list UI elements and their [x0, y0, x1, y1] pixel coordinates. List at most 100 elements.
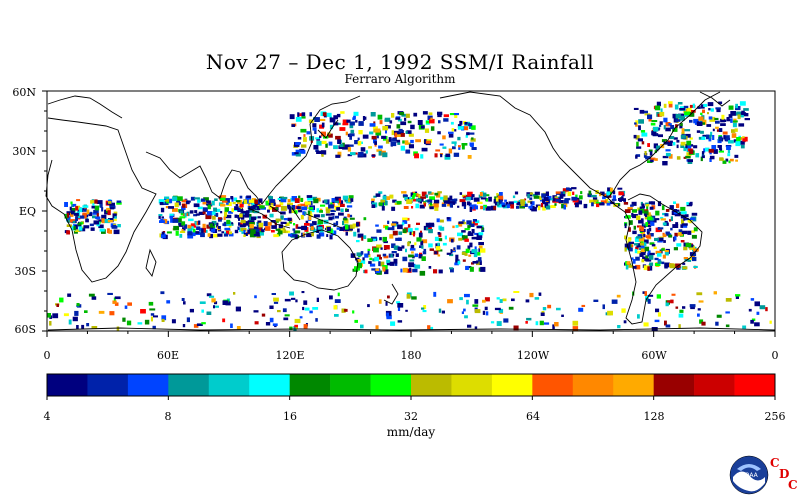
rain-pixel — [336, 207, 341, 211]
rain-pixel — [728, 114, 733, 118]
rain-pixel — [591, 202, 594, 207]
rain-pixel — [252, 226, 259, 230]
rain-pixel — [708, 108, 711, 111]
rain-pixel — [654, 158, 658, 161]
rain-pixel — [441, 310, 445, 314]
rain-pixel — [407, 224, 411, 228]
rain-pixel — [201, 228, 204, 234]
rain-pixel — [556, 307, 561, 311]
rain-pixel — [423, 203, 426, 207]
rain-pixel — [350, 129, 355, 134]
rain-pixel — [114, 302, 119, 306]
rain-pixel — [386, 312, 389, 318]
rain-pixel — [254, 228, 260, 232]
rain-pixel — [531, 201, 535, 206]
rain-pixel — [381, 206, 385, 211]
rain-pixel — [192, 228, 196, 233]
rain-pixel — [194, 197, 200, 200]
rain-pixel — [738, 123, 745, 127]
rain-pixel — [392, 254, 395, 257]
rain-pixel — [483, 206, 486, 211]
rain-pixel — [376, 229, 382, 233]
rain-pixel — [284, 218, 288, 221]
rain-pixel — [179, 216, 186, 219]
rain-pixel — [429, 196, 435, 200]
rain-pixel — [422, 111, 428, 115]
rain-pixel — [183, 224, 188, 229]
rain-pixel — [301, 116, 306, 119]
rain-pixel — [673, 236, 676, 242]
rain-pixel — [402, 217, 408, 221]
rain-pixel — [639, 226, 642, 231]
rain-pixel — [396, 200, 402, 205]
rain-pixel — [609, 187, 613, 192]
rain-pixel — [304, 223, 310, 226]
rain-pixel — [181, 229, 184, 232]
rain-pixel — [289, 234, 296, 237]
rain-pixel — [325, 199, 330, 205]
rain-pixel — [169, 198, 173, 204]
rain-pixel — [403, 206, 409, 209]
rain-pixel — [643, 153, 647, 158]
rain-pixel — [301, 144, 307, 148]
rain-pixel — [641, 218, 644, 223]
rain-pixel — [467, 201, 471, 206]
rain-pixel — [709, 158, 712, 162]
rain-pixel — [391, 243, 396, 248]
rain-pixel — [92, 203, 95, 206]
rain-pixel — [751, 318, 756, 322]
rain-pixel — [328, 216, 333, 221]
rain-pixel — [410, 192, 414, 197]
rain-pixel — [76, 199, 81, 202]
rain-pixel — [333, 115, 338, 120]
rain-pixel — [198, 211, 205, 215]
rain-pixel — [428, 266, 432, 269]
rain-pixel — [674, 104, 679, 110]
rain-pixel — [437, 232, 441, 235]
rain-pixel — [362, 116, 365, 121]
rain-pixel — [273, 234, 279, 238]
rain-pixel — [735, 103, 738, 109]
lon-label-120w: 120W — [516, 349, 550, 362]
rain-pixel — [676, 139, 680, 143]
rain-pixel — [144, 319, 150, 325]
rain-pixel — [707, 112, 709, 115]
rain-pixel — [641, 203, 645, 209]
rain-pixel — [176, 199, 181, 203]
rain-pixel — [508, 201, 514, 207]
rain-pixel — [667, 142, 673, 146]
rain-pixel — [503, 318, 509, 323]
rain-pixel — [254, 321, 259, 325]
rain-pixel — [230, 323, 233, 328]
rain-pixel — [215, 305, 219, 308]
rain-pixel — [421, 147, 428, 152]
rain-pixel — [632, 214, 638, 219]
rain-pixel — [668, 234, 673, 238]
rain-pixel — [448, 133, 454, 138]
rain-pixel — [113, 229, 120, 235]
rain-pixel — [689, 119, 693, 123]
rain-pixel — [293, 326, 297, 331]
rain-pixel — [409, 267, 412, 272]
rain-pixel — [375, 224, 379, 227]
rain-pixel — [374, 256, 379, 262]
rain-pixel — [179, 210, 184, 213]
rain-pixel — [230, 196, 234, 200]
rain-pixel — [193, 203, 200, 208]
rain-pixel — [653, 143, 658, 149]
rain-pixel — [352, 223, 359, 228]
rain-pixel — [643, 234, 646, 238]
rain-pixel — [425, 120, 431, 124]
rain-pixel — [388, 137, 392, 142]
rain-pixel — [182, 324, 186, 328]
rain-pixel — [207, 233, 211, 237]
rain-pixel — [172, 208, 178, 212]
rain-pixel — [656, 101, 661, 107]
rain-pixel — [672, 113, 677, 119]
rain-pixel — [638, 237, 645, 242]
rain-pixel — [672, 224, 679, 228]
rain-pixel — [429, 326, 434, 330]
rain-pixel — [294, 210, 298, 214]
rain-pixel — [250, 229, 256, 234]
rain-pixel — [409, 231, 412, 236]
